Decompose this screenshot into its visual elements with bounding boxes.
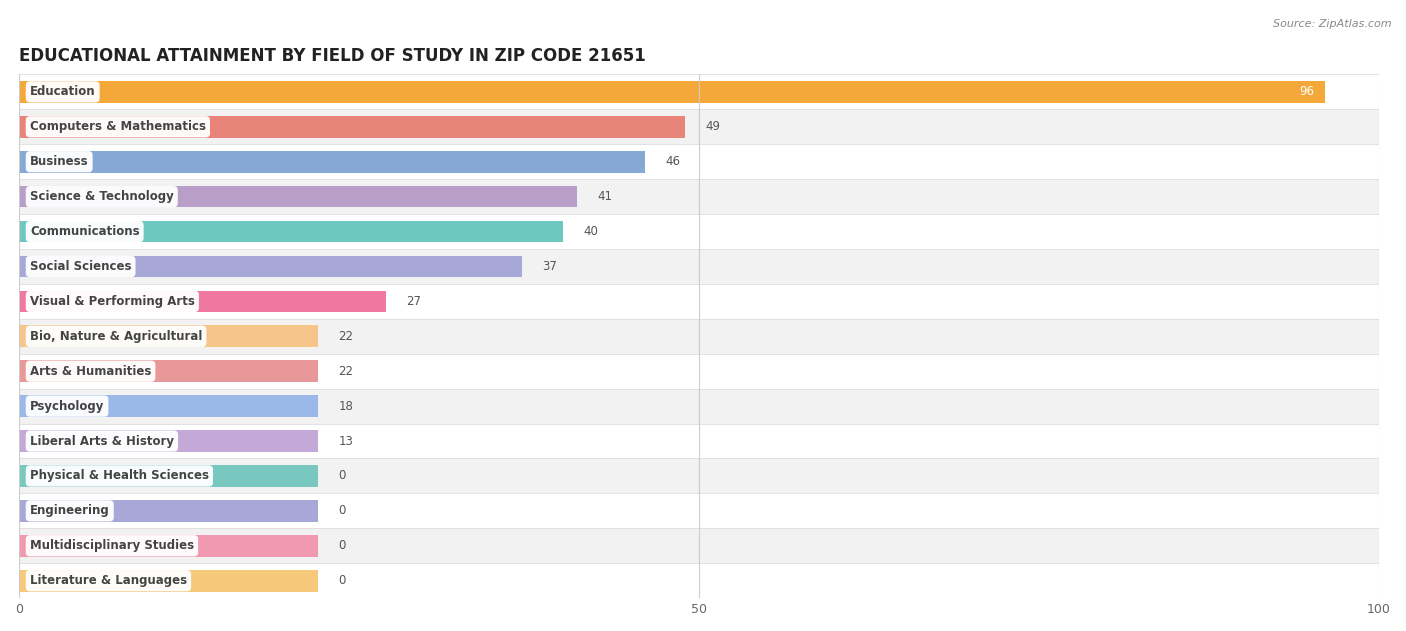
Bar [20, 500, 318, 522]
Bar [20, 354, 1379, 389]
Text: Science & Technology: Science & Technology [30, 190, 173, 203]
Text: 22: 22 [339, 365, 354, 378]
Text: Social Sciences: Social Sciences [30, 260, 131, 273]
Bar [20, 389, 1379, 423]
Text: EDUCATIONAL ATTAINMENT BY FIELD OF STUDY IN ZIP CODE 21651: EDUCATIONAL ATTAINMENT BY FIELD OF STUDY… [20, 47, 645, 64]
Text: Arts & Humanities: Arts & Humanities [30, 365, 152, 378]
Text: Multidisciplinary Studies: Multidisciplinary Studies [30, 540, 194, 552]
Bar [20, 570, 318, 591]
Text: 22: 22 [339, 330, 354, 343]
Bar [20, 249, 1379, 284]
Text: Communications: Communications [30, 225, 139, 238]
Bar [20, 360, 318, 382]
Bar [20, 186, 576, 208]
Text: 0: 0 [339, 504, 346, 517]
Text: Education: Education [30, 85, 96, 98]
Bar [20, 319, 1379, 354]
Bar [20, 563, 1379, 598]
Text: Source: ZipAtlas.com: Source: ZipAtlas.com [1274, 19, 1392, 29]
Text: 0: 0 [339, 540, 346, 552]
Bar [20, 179, 1379, 214]
Text: Psychology: Psychology [30, 399, 104, 413]
Bar [20, 535, 318, 557]
Text: 18: 18 [339, 399, 353, 413]
Bar [20, 430, 318, 452]
Bar [20, 326, 318, 347]
Bar [20, 395, 318, 417]
Text: Engineering: Engineering [30, 504, 110, 517]
Bar [20, 81, 1324, 103]
Bar [20, 284, 1379, 319]
Bar [20, 109, 1379, 144]
Text: Computers & Mathematics: Computers & Mathematics [30, 121, 205, 133]
Text: 0: 0 [339, 469, 346, 483]
Text: 27: 27 [406, 295, 422, 308]
Bar [20, 528, 1379, 563]
Bar [20, 214, 1379, 249]
Bar [20, 74, 1379, 109]
Text: Physical & Health Sciences: Physical & Health Sciences [30, 469, 209, 483]
Bar [20, 116, 686, 138]
Bar [20, 459, 1379, 493]
Bar [20, 290, 387, 312]
Bar [20, 144, 1379, 179]
Bar [20, 465, 318, 487]
Text: 41: 41 [598, 190, 612, 203]
Text: Literature & Languages: Literature & Languages [30, 574, 187, 587]
Text: Visual & Performing Arts: Visual & Performing Arts [30, 295, 195, 308]
Text: Bio, Nature & Agricultural: Bio, Nature & Agricultural [30, 330, 202, 343]
Text: 37: 37 [543, 260, 558, 273]
Bar [20, 423, 1379, 459]
Text: 49: 49 [706, 121, 721, 133]
Text: Business: Business [30, 155, 89, 168]
Text: 96: 96 [1299, 85, 1313, 98]
Text: 40: 40 [583, 225, 599, 238]
Text: 46: 46 [665, 155, 681, 168]
Bar [20, 256, 522, 277]
Text: 13: 13 [339, 435, 353, 447]
Text: Liberal Arts & History: Liberal Arts & History [30, 435, 174, 447]
Bar [20, 151, 644, 172]
Text: 0: 0 [339, 574, 346, 587]
Bar [20, 221, 562, 242]
Bar [20, 493, 1379, 528]
